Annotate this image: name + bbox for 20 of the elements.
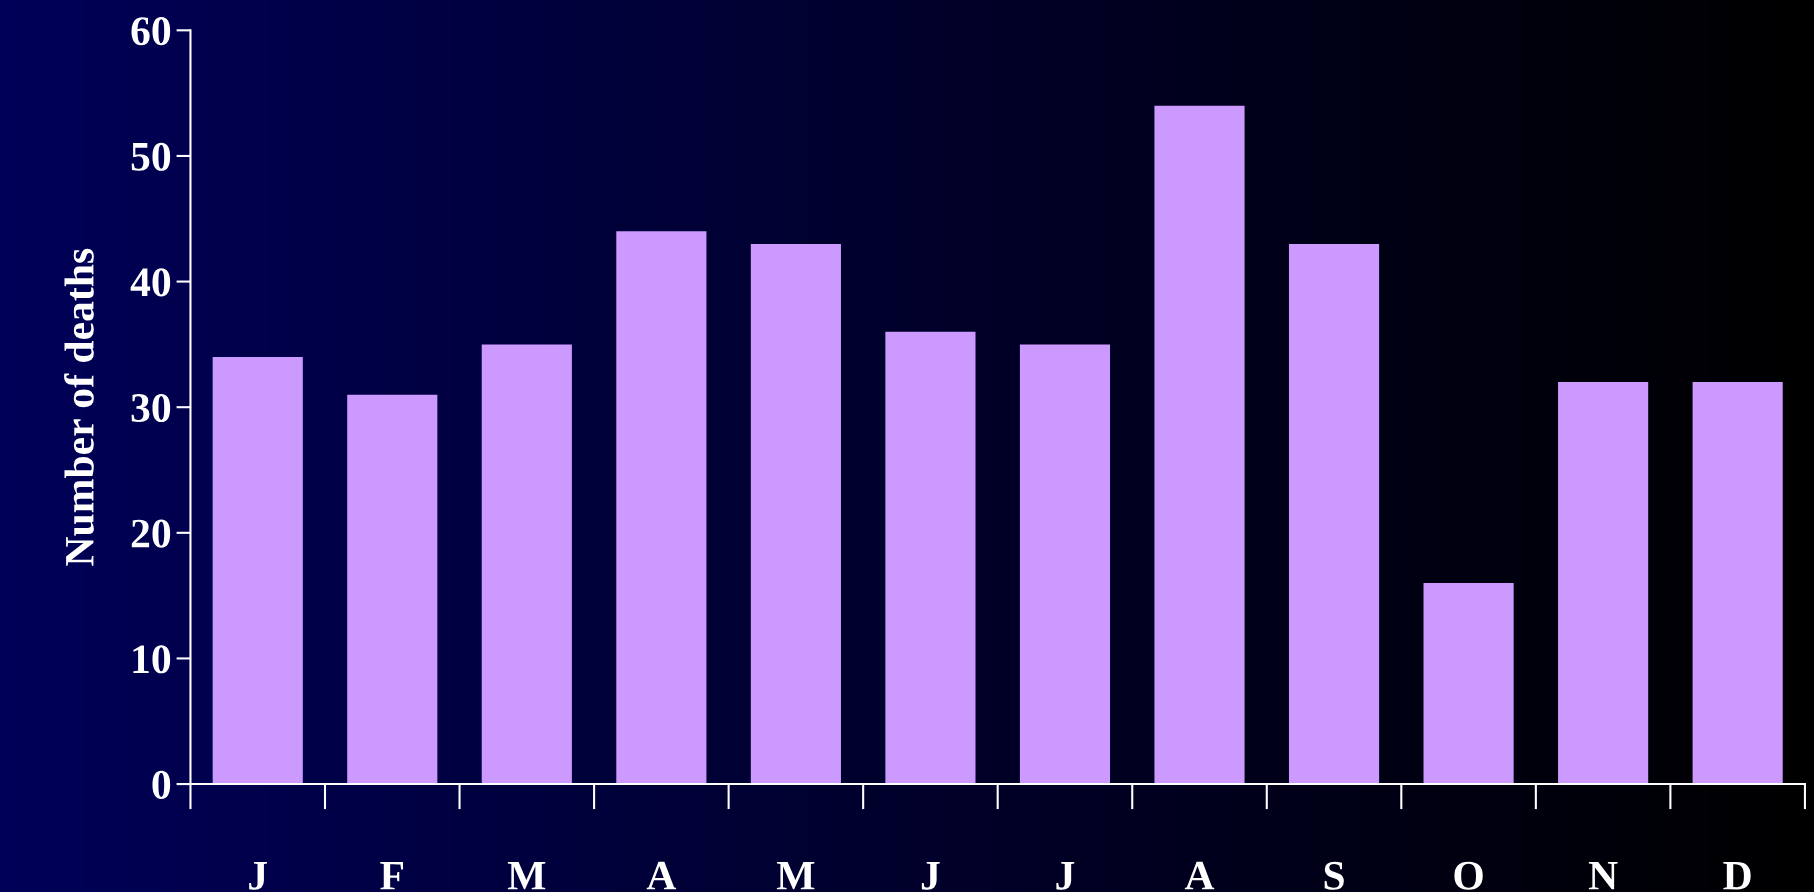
x-tick-label: A — [1184, 861, 1215, 890]
x-tick-label: J — [1056, 862, 1075, 890]
y-tick-label: 20 — [131, 519, 171, 548]
y-tick-label: 10 — [133, 645, 171, 674]
x-tick-label: J — [921, 862, 940, 890]
y-tick-label: 50 — [131, 142, 171, 171]
x-tick-label: D — [1723, 862, 1751, 890]
x-tick-label: J — [249, 862, 268, 890]
x-tick-label: A — [646, 861, 677, 890]
x-tick-label: S — [1324, 861, 1344, 890]
y-axis-title: Number of deaths — [64, 248, 94, 566]
x-tick-label: F — [380, 862, 404, 890]
y-tick-label: 60 — [131, 17, 171, 46]
x-tick-label: N — [1588, 862, 1618, 890]
y-tick-label: 40 — [130, 268, 171, 297]
x-tick-label: O — [1454, 861, 1483, 890]
x-tick-label: M — [507, 862, 546, 890]
y-tick-label: 0 — [152, 770, 171, 799]
y-tick-label: 30 — [131, 393, 171, 423]
x-tick-label: M — [776, 862, 815, 890]
